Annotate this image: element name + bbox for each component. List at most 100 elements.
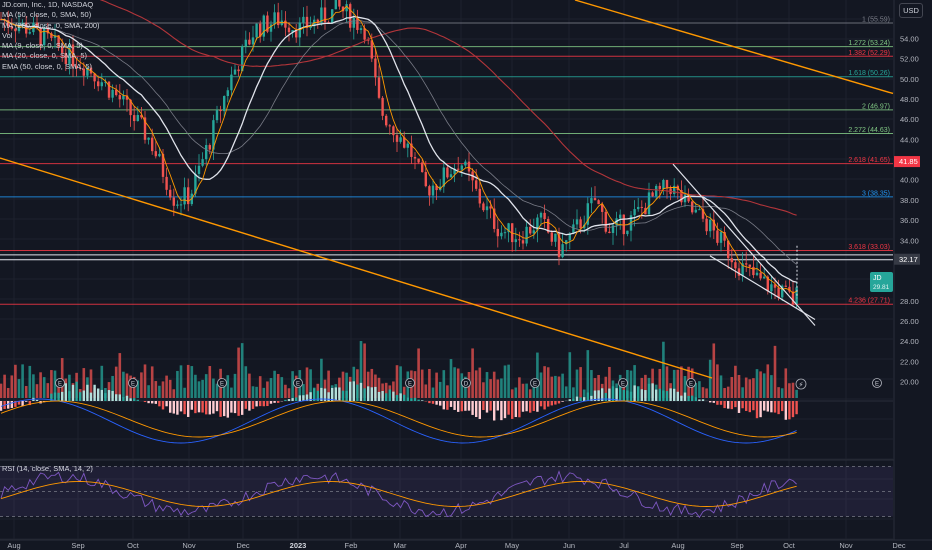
candle-body	[187, 187, 190, 205]
candle-body	[241, 46, 244, 72]
earnings-icon	[530, 378, 540, 388]
event-icon-letter: E	[689, 382, 693, 388]
volume-bar	[557, 376, 561, 398]
candle-body	[622, 214, 625, 235]
candle-body	[93, 73, 96, 82]
volume-bar	[590, 370, 593, 398]
macd-histogram-bar	[507, 401, 510, 415]
volume-bar	[489, 379, 492, 398]
price-tick-label: 38.00	[900, 196, 919, 205]
volume-bar	[485, 372, 489, 398]
legend-ma50[interactable]: MA (50, close, 0, SMA, 50)	[2, 10, 92, 20]
macd-histogram-bar	[791, 401, 795, 418]
volume-bar	[413, 371, 417, 398]
macd-histogram-bar	[557, 401, 561, 404]
volume-bar	[748, 379, 752, 398]
macd-histogram-bar	[536, 401, 539, 412]
macd-histogram-bar	[712, 401, 715, 403]
macd-histogram-bar	[248, 401, 251, 411]
macd-histogram-bar	[788, 401, 791, 420]
candle-body	[197, 165, 201, 174]
macd-histogram-bar	[86, 384, 89, 401]
price-tick-label: 36.00	[900, 216, 919, 225]
candle-body	[284, 20, 287, 28]
macd-histogram-bar	[745, 401, 748, 411]
candle-body	[176, 204, 179, 206]
currency-button[interactable]: USD	[899, 3, 923, 18]
macd-histogram-bar	[622, 389, 625, 401]
volume-bar	[194, 374, 197, 398]
volume-bar	[672, 369, 676, 398]
macd-histogram-bar	[97, 388, 100, 401]
candle-body	[388, 125, 391, 127]
macd-histogram-bar	[226, 401, 229, 418]
candle-body	[248, 39, 251, 45]
candle-body	[338, 0, 341, 7]
candle-body	[626, 230, 629, 235]
candle-body	[165, 176, 168, 190]
macd-histogram-bar	[701, 399, 705, 401]
volume-bar	[424, 384, 428, 398]
macd-histogram-bar	[698, 399, 701, 401]
volume-bar	[244, 366, 248, 398]
volume-bar	[705, 388, 708, 398]
macd-histogram-bar	[521, 401, 525, 412]
volume-bar	[471, 348, 474, 398]
macd-histogram-bar	[395, 394, 399, 401]
volume-bar	[60, 358, 64, 398]
macd-histogram-bar	[748, 401, 751, 413]
legend-volume[interactable]: Vol	[2, 30, 13, 40]
macd-histogram-bar	[755, 401, 759, 419]
macd-histogram-bar	[590, 395, 593, 401]
earnings-icon	[128, 378, 138, 388]
price-tick-label: 48.00	[900, 95, 919, 104]
macd-histogram-bar	[93, 384, 96, 401]
volume-bar	[572, 387, 575, 398]
volume-bar	[370, 368, 374, 398]
macd-histogram-bar	[604, 392, 607, 401]
volume-bar	[608, 366, 611, 398]
event-icons[interactable]: E E E E E D E E E E ⚡	[55, 378, 882, 390]
macd-histogram-bar	[251, 401, 255, 409]
candle-body	[341, 6, 345, 12]
legend-ma9[interactable]: MA (9, close, 0, SMA, 5)	[2, 41, 83, 51]
candle-body	[28, 32, 31, 34]
candle-body	[593, 198, 597, 201]
candle-body	[770, 284, 773, 292]
legend-ma20[interactable]: MA (20, close, 0, SMA, 5)	[2, 51, 88, 61]
trendlines[interactable]	[0, 0, 894, 379]
macd-histogram-bar	[14, 401, 17, 407]
volume-bar	[68, 374, 71, 398]
legend-ema50[interactable]: EMA (50, close, 0, SMA, 5)	[2, 61, 93, 71]
macd-histogram-bar	[633, 385, 636, 401]
macd-histogram-bar	[68, 391, 71, 401]
symbol-title[interactable]: JD.com, Inc., 1D, NASDAQ	[2, 0, 94, 9]
grid	[0, 0, 900, 540]
volume-bar	[147, 385, 150, 398]
volume-bar	[381, 383, 384, 398]
price-tick-label: 22.00	[900, 357, 919, 366]
volume-bar	[6, 388, 10, 398]
ma50-line	[0, 15, 797, 283]
rsi-legend[interactable]: RSI (14, close, SMA, 14, 2)	[2, 464, 93, 473]
volume-bar	[780, 388, 784, 398]
candle-body	[457, 168, 460, 170]
volume-bar	[226, 375, 230, 398]
volume-bar	[482, 382, 485, 398]
legend-ma200[interactable]: MA (200, close, 0, SMA, 200)	[2, 20, 100, 30]
time-tick-label: Aug	[671, 541, 684, 550]
volume-bar	[446, 385, 449, 398]
candle-body	[57, 35, 60, 47]
macd-histogram-bar	[89, 392, 93, 401]
volume-bar	[237, 347, 240, 398]
macd-histogram-bar	[277, 401, 280, 403]
volume-bar	[255, 386, 258, 398]
volume-bar	[212, 378, 215, 398]
macd-histogram-bar	[21, 401, 24, 407]
macd-histogram-bar	[341, 390, 345, 401]
macd-histogram-bar	[403, 394, 406, 401]
fib-extension[interactable]: 1 (55.59) 1.272 (53.24) 1.382 (52.29) 1.618…	[0, 16, 893, 305]
macd-histogram-bar	[118, 394, 121, 401]
volume-bar	[417, 348, 420, 398]
